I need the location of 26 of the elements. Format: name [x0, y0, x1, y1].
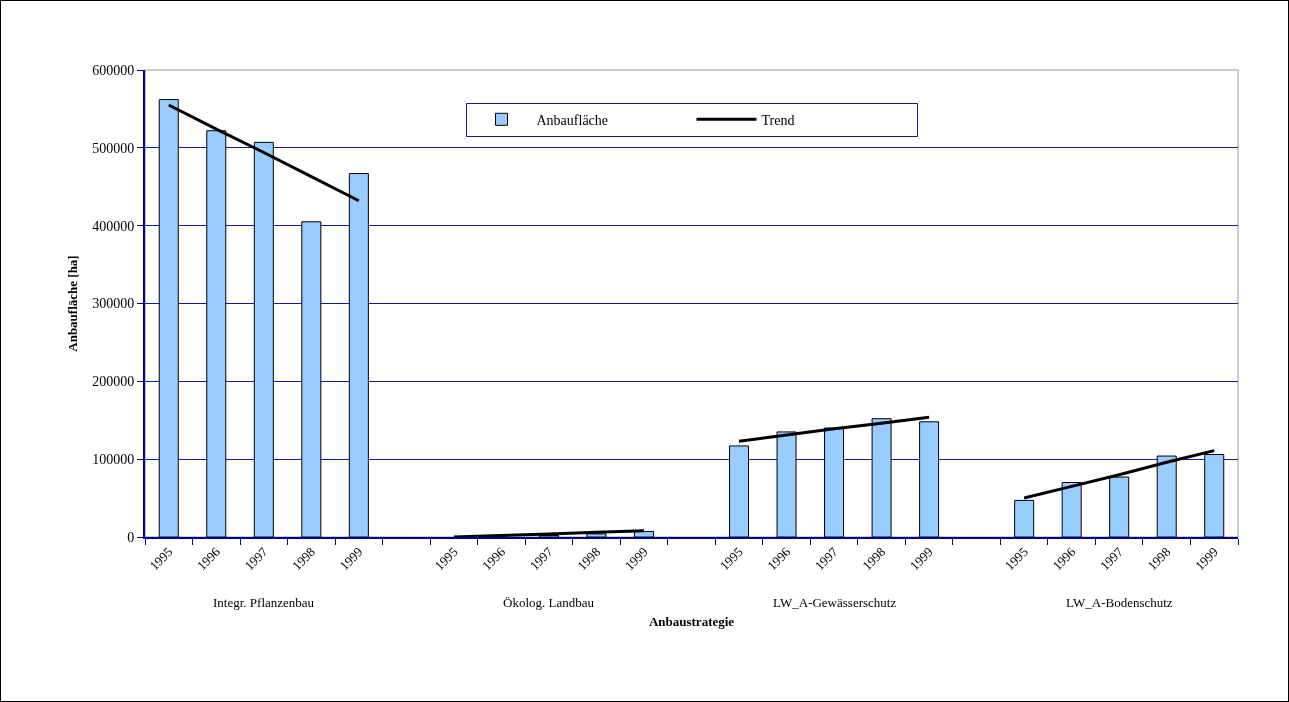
y-tick-label: 100000 — [92, 452, 135, 468]
y-tick-label: 0 — [127, 529, 135, 545]
x-tick-label: 1998 — [859, 544, 889, 574]
y-tick-label: 600000 — [92, 62, 135, 78]
x-axis-title: Anbaustrategie — [648, 614, 735, 630]
legend-label: Anbaufläche — [536, 112, 609, 128]
bar — [301, 221, 322, 537]
y-tick-label: 300000 — [92, 296, 135, 312]
text: Ökolog. Landbau — [503, 595, 595, 610]
x-tick-label: 1999 — [336, 544, 366, 574]
x-tick-label: 1998 — [289, 544, 319, 574]
x-tick-label: 1998 — [1144, 544, 1174, 574]
x-tick-label: 1999 — [1191, 544, 1221, 574]
text: Integr. Pflanzenbau — [213, 595, 315, 610]
text: LW_A-Gewässerschutz — [773, 595, 897, 610]
x-tick-label: 1995 — [1001, 544, 1031, 574]
y-tick-label: 500000 — [92, 140, 135, 156]
y-tick-label: 400000 — [92, 218, 135, 234]
x-tick-label: 1998 — [574, 544, 604, 574]
x-tick-label: 1999 — [621, 544, 651, 574]
x-tick-label: 1999 — [906, 544, 936, 574]
legend-label: Trend — [761, 112, 795, 128]
bar — [729, 445, 750, 537]
y-axis-title: Anbaufläche [ha] — [64, 255, 80, 352]
y-tick-label: 200000 — [92, 374, 135, 390]
text: LW_A-Bodenschutz — [1066, 595, 1173, 610]
